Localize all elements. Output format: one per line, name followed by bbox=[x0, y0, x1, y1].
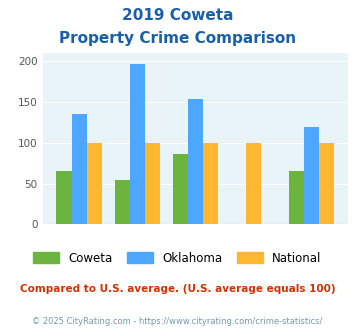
Bar bbox=[246, 143, 261, 224]
Bar bbox=[87, 143, 102, 224]
Bar bbox=[56, 171, 72, 224]
Bar bbox=[173, 154, 188, 224]
Bar bbox=[319, 143, 334, 224]
Bar bbox=[130, 64, 145, 224]
Bar bbox=[289, 171, 304, 224]
Bar bbox=[145, 143, 160, 224]
Text: 2019 Coweta: 2019 Coweta bbox=[122, 8, 233, 23]
Bar bbox=[203, 143, 218, 224]
Text: © 2025 CityRating.com - https://www.cityrating.com/crime-statistics/: © 2025 CityRating.com - https://www.city… bbox=[32, 317, 323, 326]
Bar bbox=[115, 180, 130, 224]
Bar bbox=[72, 114, 87, 224]
Bar bbox=[304, 127, 319, 224]
Text: Compared to U.S. average. (U.S. average equals 100): Compared to U.S. average. (U.S. average … bbox=[20, 284, 335, 294]
Legend: Coweta, Oklahoma, National: Coweta, Oklahoma, National bbox=[29, 247, 326, 269]
Bar bbox=[188, 99, 203, 224]
Text: Property Crime Comparison: Property Crime Comparison bbox=[59, 31, 296, 46]
